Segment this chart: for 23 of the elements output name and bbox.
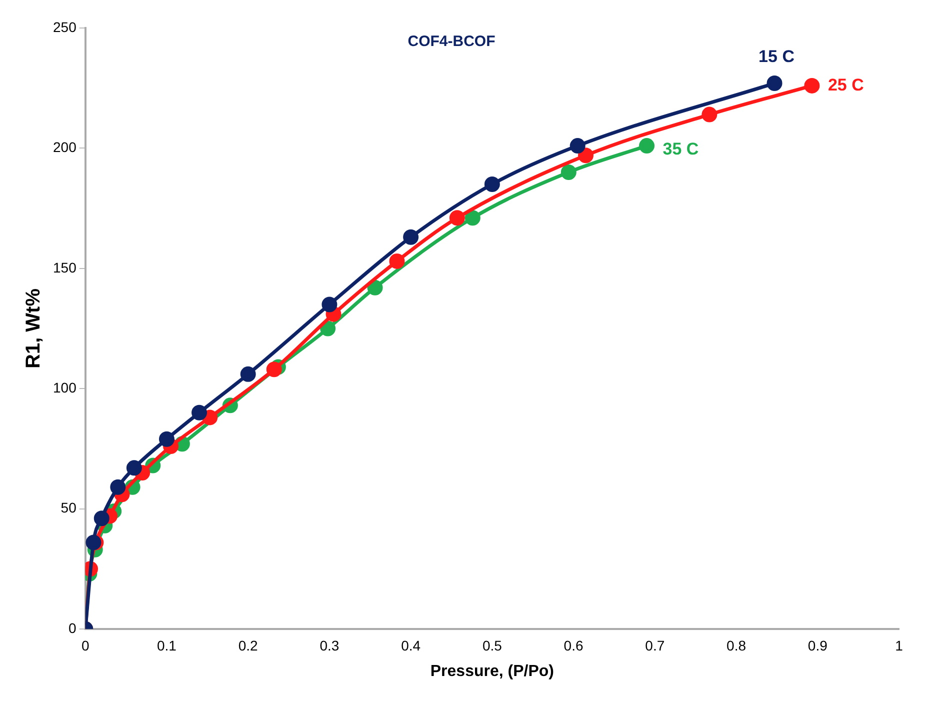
series-label: 25 C (828, 75, 864, 94)
chart-title: COF4-BCOF (408, 33, 496, 50)
x-tick-label: 0.1 (156, 637, 177, 654)
y-tick-label: 250 (53, 18, 77, 35)
x-tick-label: 0.8 (726, 637, 746, 654)
x-tick-label: 0.9 (808, 637, 828, 654)
x-axis-title: Pressure, (P/Po) (430, 662, 554, 680)
x-tick-label: 0.4 (401, 637, 421, 654)
y-tick-label: 50 (60, 500, 77, 516)
series-label: 15 C (758, 46, 794, 66)
x-tick-label: 0.5 (482, 637, 502, 654)
x-tick-label: 0 (81, 637, 90, 654)
y-tick-label: 0 (68, 620, 77, 636)
x-tick-label: 1 (895, 637, 904, 654)
y-axis-title: R1, Wt% (22, 288, 45, 368)
x-tick-label: 0.6 (564, 637, 584, 654)
y-tick-label: 150 (53, 259, 77, 276)
x-tick-label: 0.7 (645, 637, 665, 654)
x-tick-label: 0.2 (238, 637, 258, 654)
y-tick-label: 100 (53, 379, 77, 396)
y-tick-label: 200 (53, 139, 77, 156)
x-tick-label: 0.3 (320, 637, 340, 654)
series-label: 35 C (662, 139, 699, 158)
